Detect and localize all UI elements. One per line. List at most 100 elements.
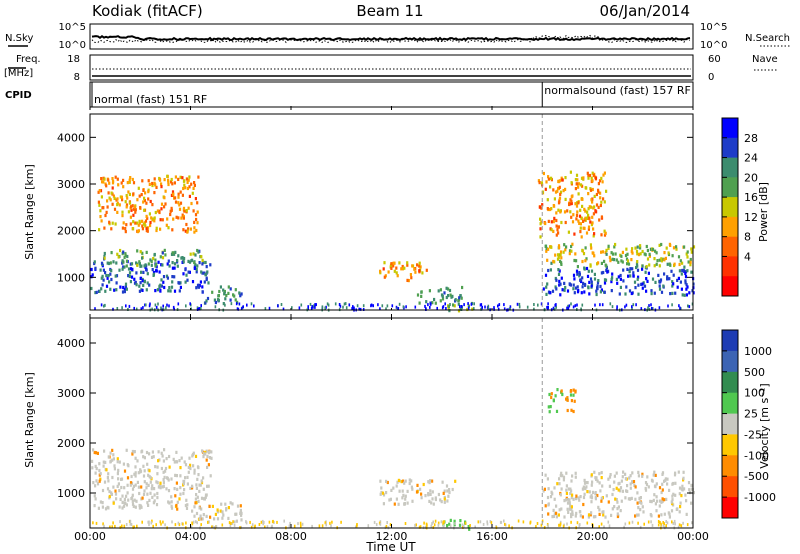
echo-cell: [163, 178, 166, 182]
echo-cell: [201, 271, 204, 275]
echo-cell: [178, 281, 181, 285]
echo-cell: [547, 487, 550, 491]
echo-cell: [611, 276, 614, 280]
echo-cell: [635, 513, 639, 517]
echo-cell: [419, 525, 422, 529]
echo-cell: [186, 186, 189, 191]
echo-cell: [182, 491, 185, 496]
echo-cell: [572, 497, 575, 501]
echo-cell: [416, 293, 420, 297]
echo-cell: [324, 521, 327, 525]
echo-cell: [564, 187, 567, 191]
echo-cell: [227, 291, 230, 295]
echo-cell: [449, 518, 452, 522]
colorbar-swatch: [722, 177, 738, 198]
cpid-segment-2: normalsound (fast) 157 RF: [544, 84, 691, 97]
echo-cell: [130, 523, 133, 526]
echo-cell: [145, 214, 148, 218]
echo-cell: [589, 220, 592, 224]
echo-cell: [671, 254, 674, 258]
echo-cell: [148, 475, 151, 479]
echo-cell: [151, 268, 154, 272]
echo-cell: [572, 273, 576, 277]
echo-cell: [124, 253, 127, 257]
colorbar-swatch: [722, 157, 738, 178]
echo-cell: [558, 269, 561, 273]
echo-cell: [624, 292, 627, 296]
echo-cell: [109, 198, 112, 202]
echo-cell: [429, 479, 432, 483]
echo-cell: [655, 482, 658, 486]
echo-cell: [559, 190, 563, 194]
echo-cell: [660, 500, 663, 504]
echo-cell: [222, 302, 225, 306]
echo-cell: [140, 485, 143, 489]
echo-cell: [637, 253, 641, 257]
echo-cell: [193, 230, 196, 234]
echo-cell: [150, 455, 154, 459]
echo-cell: [107, 261, 111, 266]
echo-cell: [91, 466, 94, 470]
echo-cell: [205, 514, 208, 518]
echo-cell: [116, 210, 119, 214]
echo-cell: [565, 397, 568, 401]
echo-cell: [601, 510, 604, 514]
echo-cell: [262, 519, 264, 523]
echo-cell: [132, 220, 135, 224]
echo-cell: [156, 209, 159, 213]
echo-cell: [177, 195, 180, 199]
echo-cell: [414, 270, 417, 274]
echo-cell: [662, 524, 665, 528]
echo-cell: [138, 194, 141, 198]
echo-cell: [604, 250, 607, 255]
echo-cell: [148, 182, 151, 186]
echo-cell: [141, 279, 144, 283]
echo-cell: [590, 269, 594, 273]
echo-cell: [206, 484, 209, 488]
echo-cell: [436, 306, 438, 310]
echo-cell: [582, 486, 585, 490]
echo-cell: [129, 481, 133, 485]
echo-cell: [592, 515, 596, 519]
echo-cell: [663, 479, 666, 483]
echo-cell: [634, 485, 637, 489]
echo-cell: [297, 522, 299, 526]
echo-cell: [641, 282, 644, 286]
echo-cell: [538, 205, 541, 209]
echo-cell: [197, 285, 200, 289]
echo-cell: [580, 291, 583, 295]
echo-cell: [588, 173, 592, 178]
echo-cell: [131, 496, 134, 500]
echo-cell: [132, 192, 135, 196]
echo-cell: [554, 190, 558, 194]
echo-cell: [473, 307, 475, 311]
echo-cell: [221, 516, 224, 520]
echo-cell: [658, 486, 662, 490]
echo-cell: [583, 290, 586, 294]
echo-cell: [146, 462, 149, 466]
echo-cell: [157, 459, 160, 463]
echo-cell: [688, 291, 691, 295]
echo-cell: [672, 246, 676, 250]
echo-cell: [576, 210, 579, 214]
echo-cell: [639, 525, 642, 529]
echo-cell: [117, 183, 120, 187]
echo-cell: [147, 179, 150, 183]
echo-cell: [576, 201, 579, 205]
echo-cell: [298, 306, 301, 310]
echo-cell: [133, 306, 135, 310]
echo-cell: [266, 525, 269, 529]
echo-cell: [497, 307, 500, 311]
echo-cell: [633, 483, 636, 487]
echo-cell: [132, 504, 135, 508]
echo-cell: [408, 478, 411, 482]
echo-cell: [211, 525, 213, 529]
echo-cell: [555, 224, 558, 228]
echo-cell: [596, 286, 599, 290]
echo-cell: [564, 220, 567, 225]
echo-cell: [98, 228, 101, 232]
echo-cell: [571, 510, 574, 514]
echo-cell: [221, 523, 224, 527]
echo-cell: [115, 274, 119, 278]
echo-cell: [555, 504, 558, 508]
